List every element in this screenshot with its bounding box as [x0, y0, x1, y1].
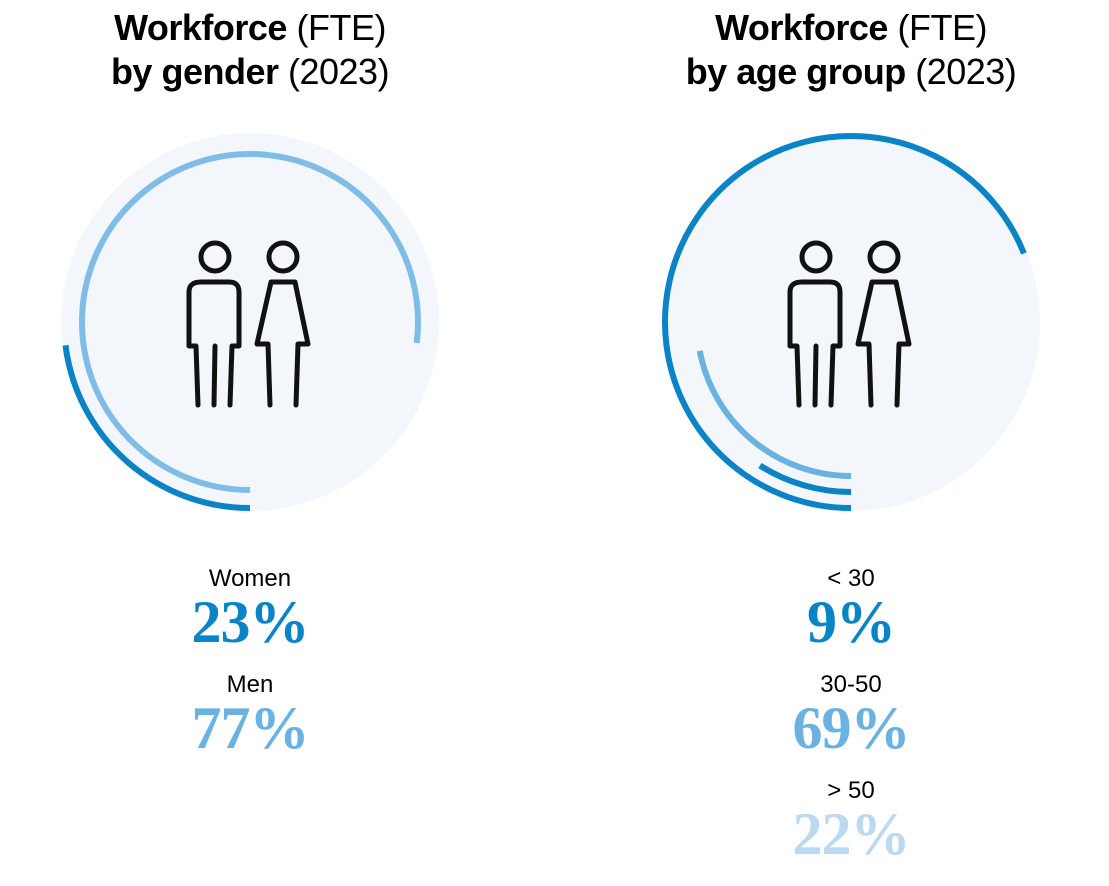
title-regular: (2023) [915, 51, 1017, 92]
arc-men [79, 151, 421, 493]
donut-background [662, 133, 1040, 511]
data-label: 9% [807, 589, 896, 655]
arc-30-50 [662, 133, 1027, 511]
title-regular: (FTE) [897, 7, 987, 48]
title-bold: Workforce [715, 7, 888, 48]
arc-50 [696, 350, 852, 479]
data-label: 77% [191, 695, 310, 761]
gender-panel: Workforce (FTE) by gender (2023) Women 23… [0, 0, 500, 758]
arc-30 [758, 463, 852, 495]
people-icon [787, 240, 912, 408]
age-panel: Workforce (FTE) by age group (2023) < 30… [601, 0, 1101, 864]
legend-label: Men [226, 671, 274, 698]
donut-background [61, 133, 439, 511]
gender-chart-title: Workforce (FTE) by gender (2023) [0, 6, 500, 94]
gender-legend: Women 23% Men 77% [0, 560, 500, 758]
data-label: 22% [792, 801, 911, 867]
legend-label: > 50 [827, 777, 875, 804]
age-donut [662, 133, 1040, 511]
people-icon [186, 240, 311, 408]
legend-label: 30-50 [820, 671, 882, 698]
gender-donut [61, 133, 439, 511]
data-label: 69% [792, 695, 911, 761]
legend-label: < 30 [827, 565, 875, 592]
age-chart-title: Workforce (FTE) by age group (2023) [601, 6, 1101, 94]
title-regular: (FTE) [296, 7, 386, 48]
arc-women [62, 344, 251, 511]
data-label: 23% [191, 589, 310, 655]
title-bold: by gender [110, 51, 279, 92]
title-bold: by age group [685, 51, 907, 92]
age-legend: < 30 9% 30-50 69% > 50 22% [601, 560, 1101, 864]
title-bold: Workforce [114, 7, 287, 48]
title-regular: (2023) [288, 51, 390, 92]
legend-label: Women [208, 565, 292, 592]
